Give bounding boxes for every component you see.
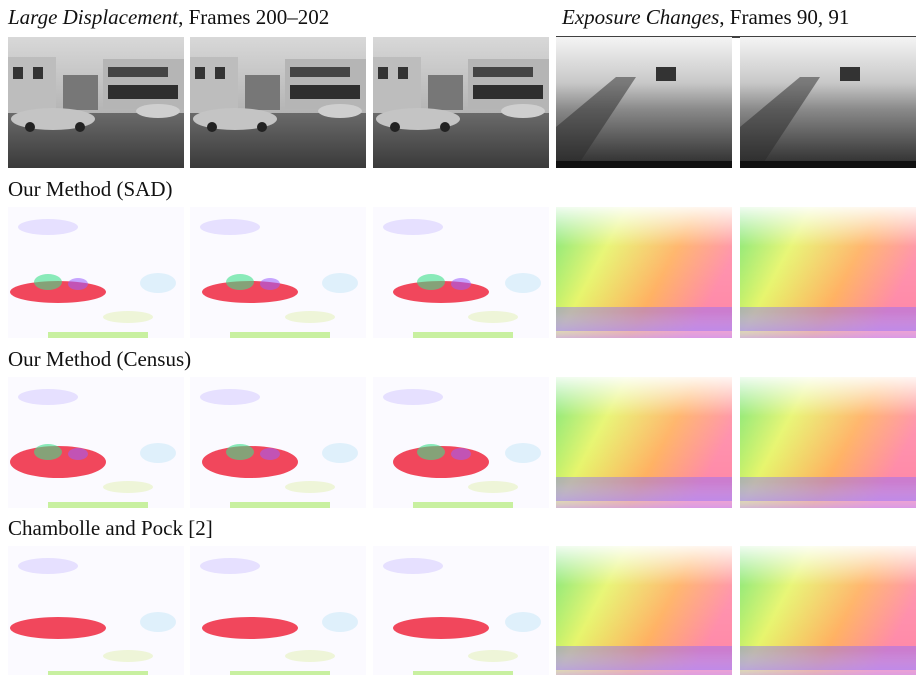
flow-image [740,207,916,338]
flow-image [556,546,732,675]
flow-spot [451,448,471,460]
flow-spot [417,274,445,290]
header-left: Large Displacement, Frames 200–202 [7,5,329,29]
figure: Large Displacement, Frames 200–202 Expos… [0,0,917,675]
flow-spot [34,274,62,290]
flow-spot [260,278,280,290]
flow-image [556,377,732,508]
flow-spot [226,274,254,290]
row-label: Chambolle and Pock [2] [8,516,213,540]
frame-image [8,37,184,168]
flow-image [373,207,549,338]
frame-image [740,37,916,168]
header-rest: , Frames 90, 91 [719,5,849,29]
flow-image [373,546,549,675]
flow-spot [451,278,471,290]
flow-spot [68,448,88,460]
flow-spot [226,444,254,460]
frame-image [556,37,732,168]
row-label: Our Method (Census) [8,347,191,371]
car-flow [393,617,489,639]
flow-image [190,207,366,338]
flow-image [556,207,732,338]
flow-spot [34,444,62,460]
flow-image [190,377,366,508]
flow-image [740,377,916,508]
header-italic: Exposure Changes [561,5,719,29]
flow-image [373,377,549,508]
flow-spot [260,448,280,460]
flow-image [8,207,184,338]
frame-image [190,37,366,168]
flow-image [8,546,184,675]
header-rest: , Frames 200–202 [178,5,329,29]
header-italic: Large Displacement [7,5,179,29]
header-right: Exposure Changes, Frames 90, 91 [561,5,849,29]
flow-image [190,546,366,675]
flow-image [8,377,184,508]
flow-spot [68,278,88,290]
frame-image [373,37,549,168]
flow-spot [417,444,445,460]
flow-panels [8,207,916,675]
car-flow [10,617,106,639]
car-flow [202,617,298,639]
flow-image [740,546,916,675]
row-label: Our Method (SAD) [8,177,172,201]
